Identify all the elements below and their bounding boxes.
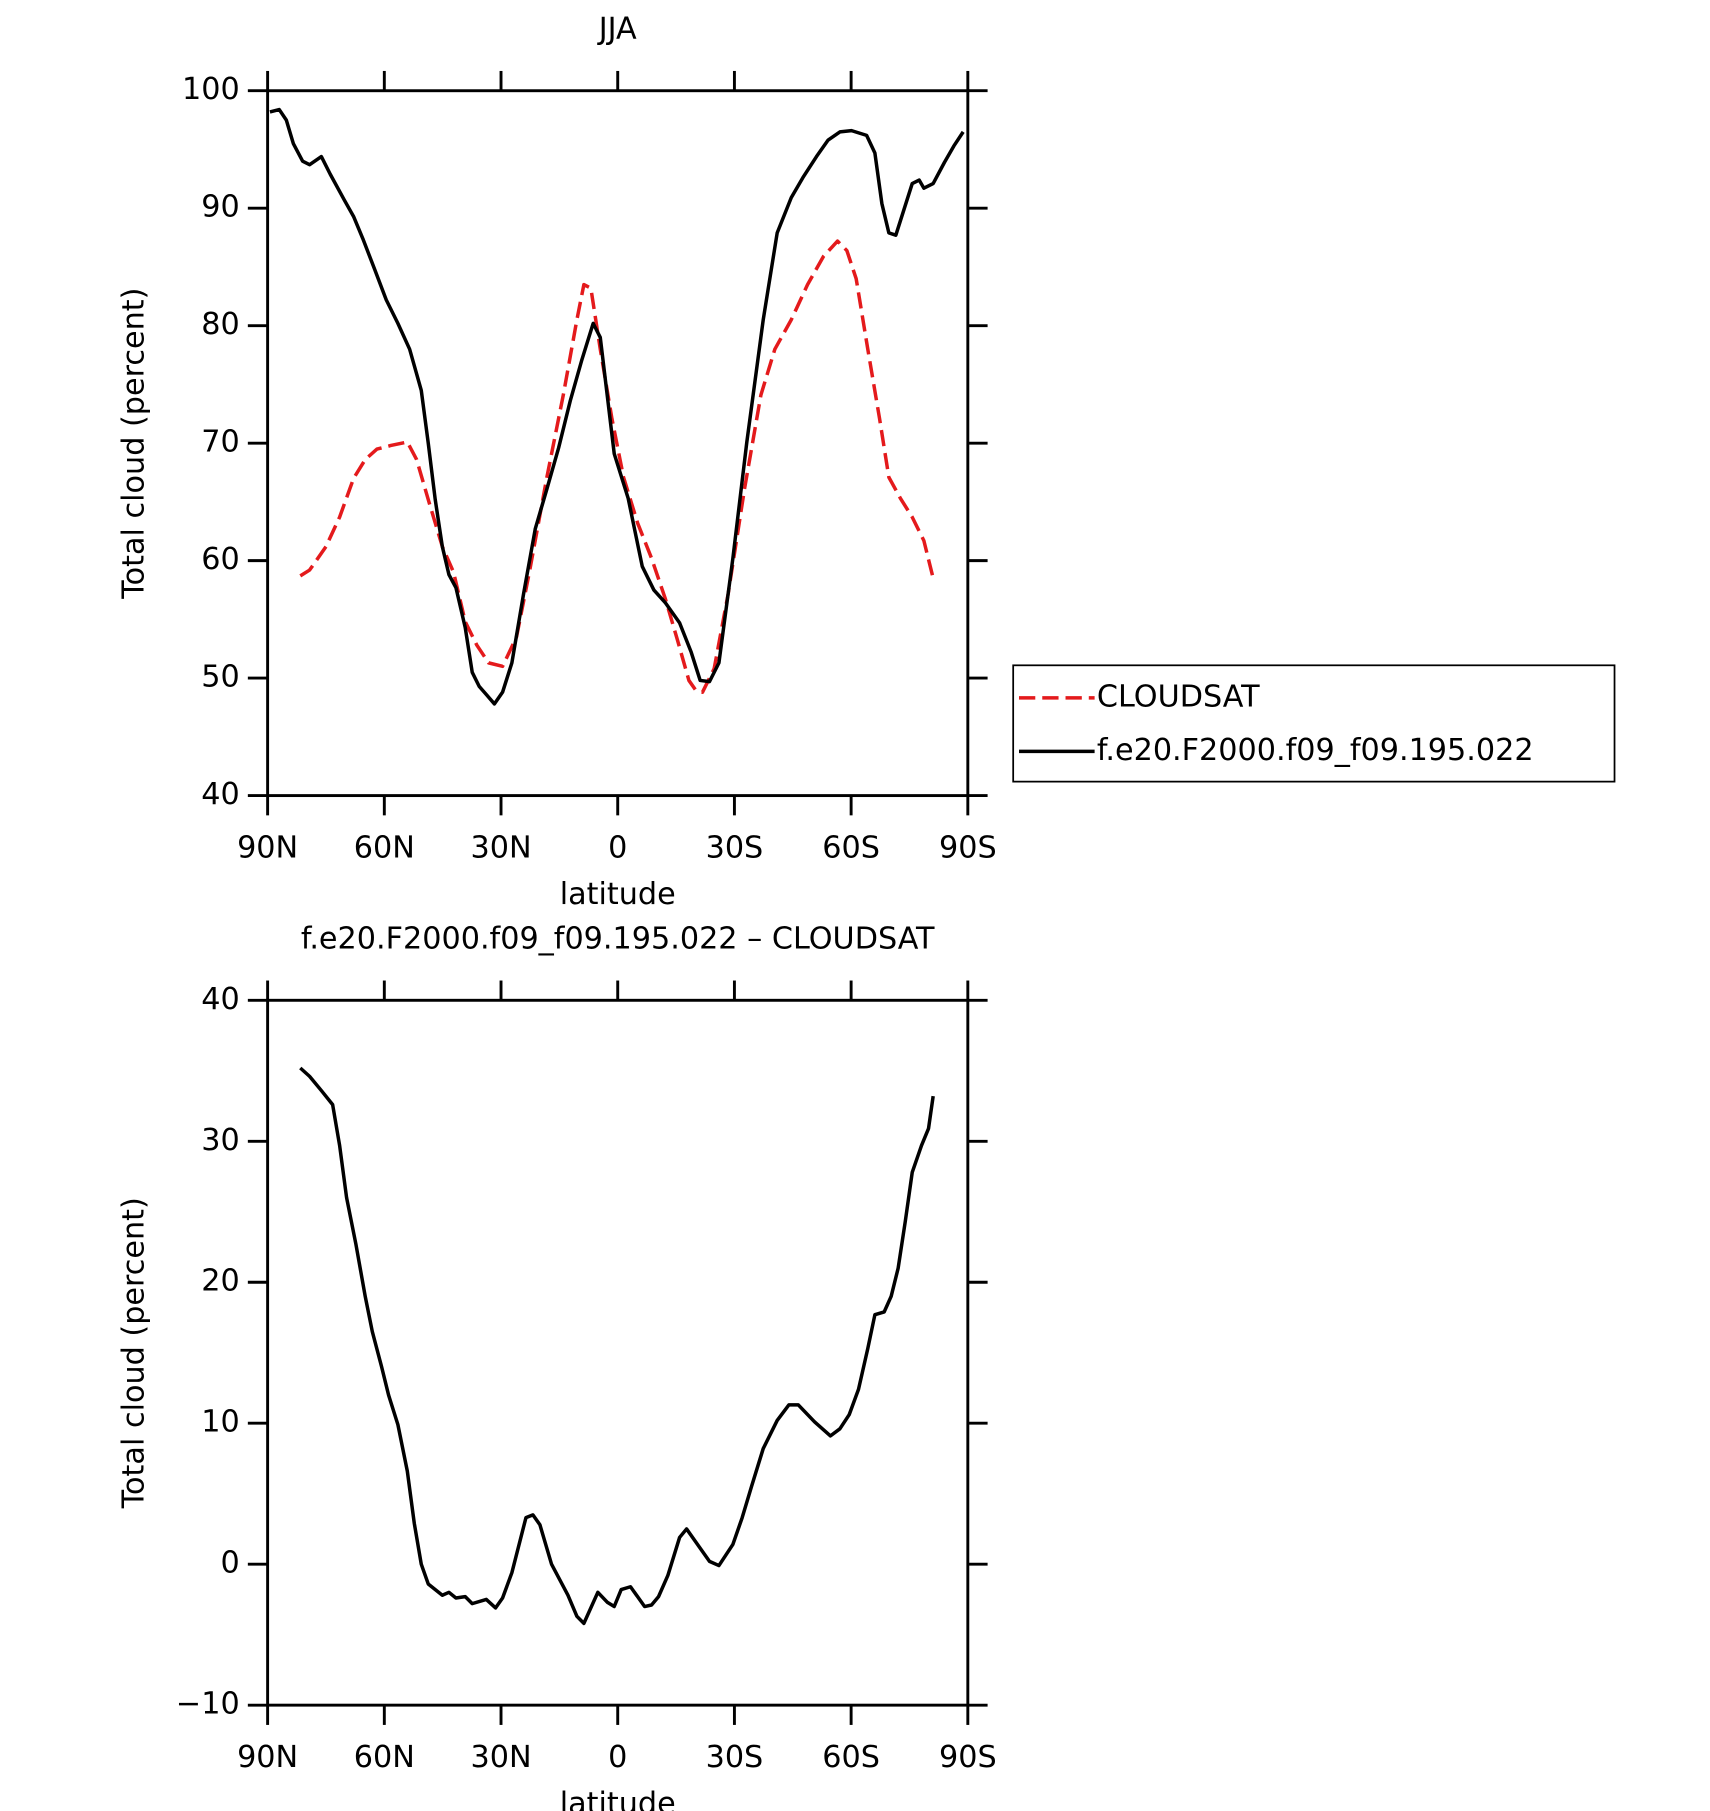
x-tick-label: 90S <box>939 831 997 866</box>
y-tick-label: 40 <box>201 982 239 1017</box>
legend-label: f.e20.F2000.f09_f09.195.022 <box>1097 733 1534 768</box>
x-axis-label: latitude <box>560 1787 676 1811</box>
data-line <box>299 1066 935 1626</box>
x-tick-label: 60S <box>822 831 880 866</box>
x-tick-label: 30S <box>706 831 764 866</box>
plot-frame <box>266 89 970 798</box>
x-tick-label: 0 <box>608 831 627 866</box>
chart-title: f.e20.F2000.f09_f09.195.022 – CLOUDSAT <box>301 921 935 956</box>
x-tick-label: 30N <box>470 1740 531 1775</box>
chart-title: JJA <box>597 12 637 47</box>
x-tick-label: 60S <box>822 1740 880 1775</box>
y-tick-label: 60 <box>201 542 239 577</box>
legend-label: CLOUDSAT <box>1097 679 1260 714</box>
y-tick-label: 20 <box>201 1264 239 1299</box>
legend-box <box>1012 664 1616 783</box>
x-tick-label: 30S <box>706 1740 764 1775</box>
y-tick-label: 50 <box>201 660 239 695</box>
data-line <box>269 107 965 706</box>
y-tick-label: 30 <box>201 1123 239 1158</box>
data-line <box>299 239 935 694</box>
x-tick-label: 0 <box>608 1740 627 1775</box>
y-tick-label: 80 <box>201 307 239 342</box>
y-tick-label: 40 <box>201 777 239 812</box>
x-tick-label: 60N <box>354 831 415 866</box>
y-tick-label: 100 <box>182 72 240 107</box>
y-tick-label: 10 <box>201 1405 239 1440</box>
x-tick-label: 60N <box>354 1740 415 1775</box>
x-tick-label: 90S <box>939 1740 997 1775</box>
y-tick-label: 90 <box>201 190 239 225</box>
x-tick-label: 90N <box>237 831 298 866</box>
y-tick-label: 70 <box>201 425 239 460</box>
y-tick-label: −10 <box>176 1687 240 1722</box>
y-tick-label: 0 <box>220 1546 239 1581</box>
x-tick-label: 90N <box>237 1740 298 1775</box>
x-axis-label: latitude <box>560 877 676 912</box>
plot-frame <box>266 998 970 1707</box>
x-tick-label: 30N <box>470 831 531 866</box>
y-axis-label: Total cloud (percent) <box>117 1197 152 1509</box>
y-axis-label: Total cloud (percent) <box>117 288 152 600</box>
